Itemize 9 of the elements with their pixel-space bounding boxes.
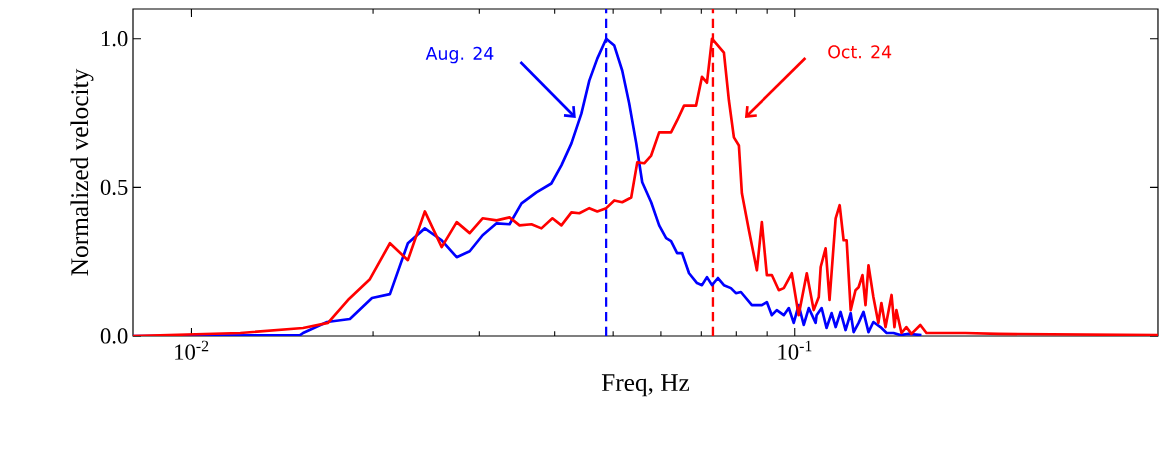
y-tick-label: 0.5 [100,179,128,196]
x-tick-label: 10$^{-2}$ [175,340,209,360]
annotation: Aug. 24 [425,46,494,64]
annotation: Oct. 24 [828,45,892,59]
y-tick-label: 1.0 [101,31,128,47]
x-tick-label: 10$^{-1}$ [778,340,812,360]
y-tick-label: 0.0 [100,328,128,344]
y-axis-title: Normalized velocity [70,68,94,276]
x-axis-title: Freq, Hz [601,374,690,397]
